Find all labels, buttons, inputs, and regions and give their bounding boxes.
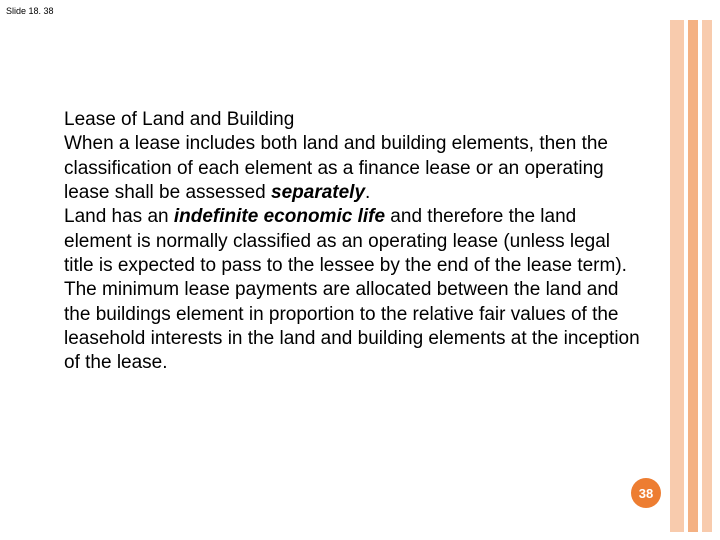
slide-label: Slide 18. 38 [6, 6, 54, 16]
page-number-badge: 38 [631, 478, 661, 508]
para2-a: Land has an [64, 206, 174, 227]
para3: The minimum lease payments are allocated… [64, 279, 640, 373]
slide-title: Lease of Land and Building [64, 108, 644, 132]
slide-body: Lease of Land and Building When a lease … [64, 108, 644, 375]
para1-emphasis: separately [271, 182, 365, 203]
para1-c: . [365, 182, 370, 203]
slide-container: Lease of Land and Building When a lease … [8, 20, 712, 532]
para2-emphasis: indefinite economic life [174, 206, 385, 227]
decor-stripe-inner [688, 20, 698, 532]
